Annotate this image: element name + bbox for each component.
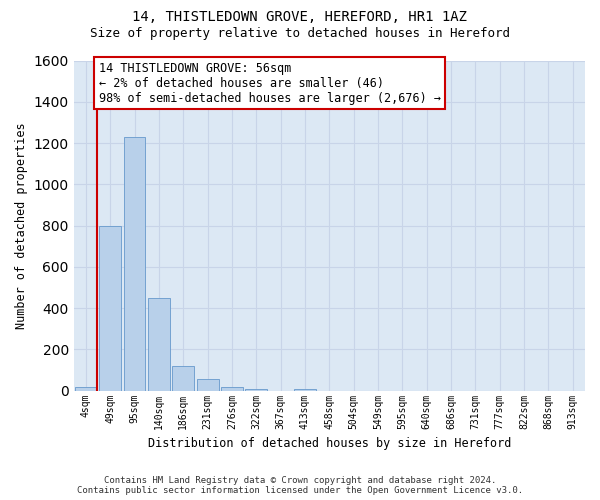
Bar (148, 298, 170, 390)
Bar (221, 386, 243, 390)
Text: Contains HM Land Registry data © Crown copyright and database right 2024.
Contai: Contains HM Land Registry data © Crown c… (77, 476, 523, 495)
Text: 14, THISTLEDOWN GROVE, HEREFORD, HR1 1AZ: 14, THISTLEDOWN GROVE, HEREFORD, HR1 1AZ (133, 10, 467, 24)
Bar (245, 388, 267, 390)
X-axis label: Distribution of detached houses by size in Hereford: Distribution of detached houses by size … (148, 437, 511, 450)
Text: Size of property relative to detached houses in Hereford: Size of property relative to detached ho… (90, 28, 510, 40)
Bar (172, 366, 194, 390)
Bar (294, 388, 316, 390)
Bar (75, 386, 97, 390)
Text: 14 THISTLEDOWN GROVE: 56sqm
← 2% of detached houses are smaller (46)
98% of semi: 14 THISTLEDOWN GROVE: 56sqm ← 2% of deta… (99, 62, 441, 104)
Bar (197, 380, 218, 390)
Y-axis label: Number of detached properties: Number of detached properties (15, 122, 28, 329)
Bar (99, 226, 121, 390)
Bar (124, 137, 145, 390)
